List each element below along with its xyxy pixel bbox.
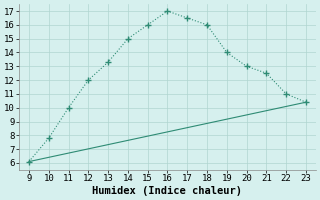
X-axis label: Humidex (Indice chaleur): Humidex (Indice chaleur)	[92, 186, 243, 196]
